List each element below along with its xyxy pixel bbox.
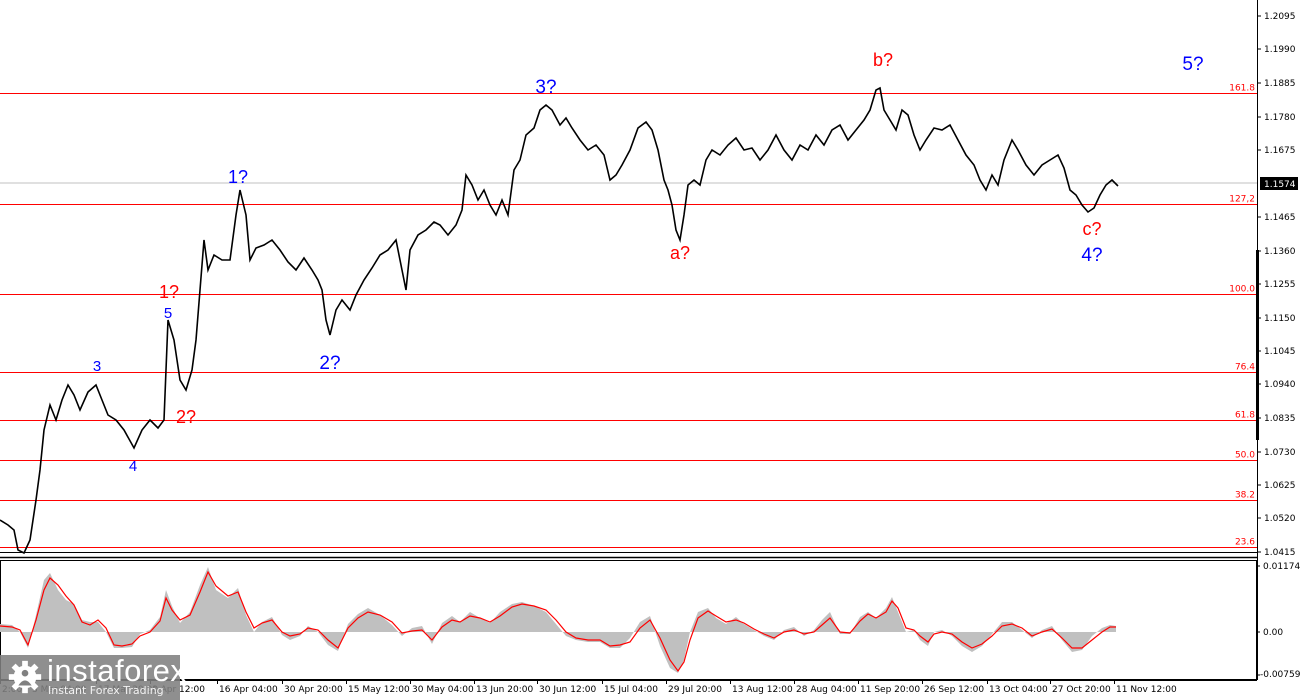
- macd-signal-line: [0, 570, 1116, 673]
- macd-axis-zero: 0.00: [1263, 628, 1283, 638]
- wave-label: 1?: [159, 282, 179, 302]
- instaforex-logo: instaforex Instant Forex Trading: [0, 653, 186, 700]
- time-tick-label: 11 Nov 12:00: [1116, 685, 1177, 695]
- wave-label: 4?: [1081, 245, 1102, 266]
- wave-label: c?: [1082, 219, 1101, 239]
- price-tick-label: 1.1990: [1264, 45, 1296, 55]
- wave-label: 4: [129, 458, 137, 475]
- price-tick-label: 1.2095: [1264, 12, 1296, 22]
- fib-level-label: 38.2: [1235, 491, 1255, 501]
- fib-level-label: 23.6: [1235, 538, 1255, 548]
- price-tick-label: 1.0730: [1264, 448, 1296, 458]
- wave-label: 5?: [1182, 54, 1203, 75]
- fib-level-label: 61.8: [1235, 411, 1255, 421]
- time-tick-label: 28 Aug 04:00: [796, 685, 857, 695]
- wave-label: 3?: [535, 77, 556, 98]
- price-tick-label: 1.1150: [1264, 314, 1296, 324]
- price-tick-label: 1.0625: [1264, 481, 1296, 491]
- time-tick-label: 16 Apr 04:00: [219, 685, 278, 695]
- gear-logo-icon: [8, 660, 42, 694]
- fib-level-label: 100.0: [1229, 285, 1255, 295]
- price-tick-label: 1.1465: [1264, 213, 1296, 223]
- macd-axis-min: -0.00759: [1260, 670, 1300, 680]
- price-tick-label: 1.1360: [1264, 247, 1296, 257]
- time-tick-label: 11 Sep 20:00: [860, 685, 920, 695]
- time-tick-label: 15 Jul 04:00: [604, 685, 658, 695]
- time-tick-label: 29 Jul 20:00: [668, 685, 722, 695]
- wave-label: 2?: [319, 353, 340, 374]
- fib-level-label: 127,2: [1229, 195, 1255, 205]
- time-tick-label: 26 Sep 12:00: [924, 685, 984, 695]
- time-tick-label: 13 Aug 12:00: [732, 685, 793, 695]
- fib-level-label: 76.4: [1235, 363, 1255, 373]
- logo-tagline: Instant Forex Trading: [48, 684, 164, 697]
- time-axis[interactable]: 2:003 Mar 04:0017 Mar 20:001 Apr 12:0016…: [0, 680, 1257, 695]
- price-pane[interactable]: [0, 0, 1257, 556]
- price-tick-label: 1.0940: [1264, 380, 1296, 390]
- price-tick-label: 1.1045: [1264, 347, 1296, 357]
- wave-label: b?: [873, 50, 893, 70]
- time-tick-label: 30 Jun 12:00: [539, 685, 596, 695]
- time-tick-label: 13 Oct 04:00: [989, 685, 1048, 695]
- time-tick-label: 27 Oct 20:00: [1052, 685, 1111, 695]
- scrollbar-marker[interactable]: [1256, 250, 1259, 440]
- wave-label: 1?: [228, 167, 248, 187]
- price-axis[interactable]: 1.2095 1.1990 1.1885 1.1780 1.1675 1.1465 1.13…: [1257, 12, 1296, 558]
- price-tick-label: 1.1780: [1264, 113, 1296, 123]
- price-series: [0, 86, 1119, 555]
- price-tick-label: 1.0835: [1264, 414, 1296, 424]
- price-tick-label: 1.1885: [1264, 79, 1296, 89]
- fib-level-label: 161.8: [1229, 84, 1255, 94]
- wave-label: 5: [164, 305, 172, 322]
- current-price-badge: [1260, 177, 1298, 190]
- elliott-wave-labels: 3 4 5 1? 2? 1? 2? 3? a? b? c? 4? 5?: [93, 50, 1204, 475]
- time-tick-label: 30 May 04:00: [412, 685, 474, 695]
- price-tick-label: 1.1675: [1264, 146, 1296, 156]
- current-price-value: 1.1574: [1264, 180, 1296, 190]
- time-tick-label: 30 Apr 20:00: [284, 685, 343, 695]
- wave-label: 3: [93, 358, 101, 375]
- wave-label: a?: [670, 243, 690, 263]
- macd-axis: 0.01174 0.00 -0.00759: [1257, 562, 1300, 680]
- price-tick-label: 1.0415: [1264, 548, 1296, 558]
- wave-label: 2?: [176, 407, 196, 427]
- fibonacci-levels: 161.8 127,2 100.0 76.4 61.8 50.0 38.2 23.6: [0, 84, 1257, 548]
- macd-axis-max: 0.01174: [1263, 562, 1300, 572]
- price-tick-label: 1.0520: [1264, 514, 1296, 524]
- time-tick-label: 15 May 12:00: [348, 685, 410, 695]
- macd-histogram: [0, 567, 1116, 673]
- fib-level-label: 50.0: [1235, 451, 1255, 461]
- price-tick-label: 1.1255: [1264, 280, 1296, 290]
- logo-brand-text: instaforex: [47, 653, 187, 688]
- time-tick-label: 13 Jun 20:00: [476, 685, 533, 695]
